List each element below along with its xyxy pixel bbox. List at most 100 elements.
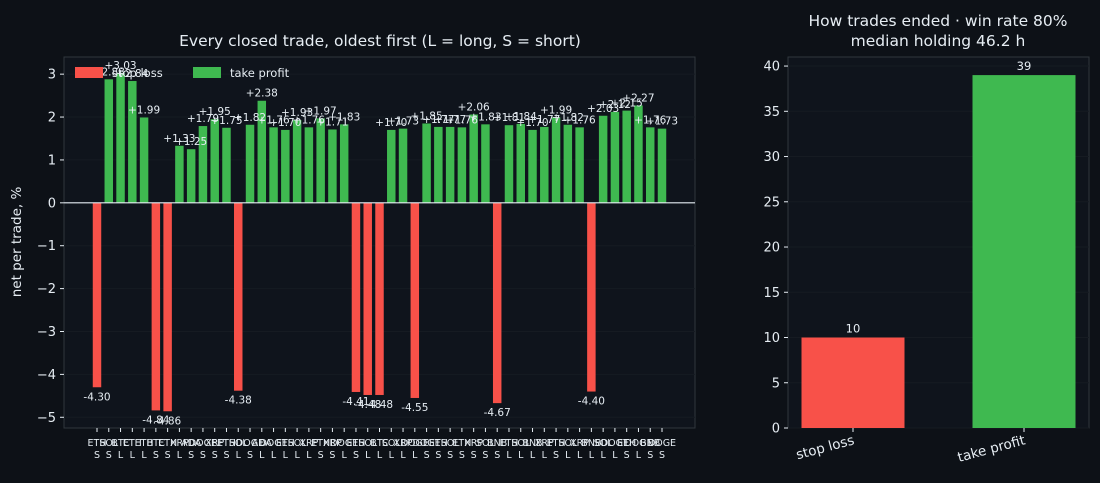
trades-y-tick-label: −1 [37, 239, 56, 254]
outcome-count-label: 39 [1017, 59, 1032, 73]
legend-label: take profit [230, 66, 290, 80]
trade-value-label: +2.06 [458, 101, 490, 113]
trade-side-label: L [130, 450, 136, 461]
trades-y-tick-label: −3 [37, 325, 56, 340]
trade-bar [634, 105, 643, 203]
trade-side-label: L [259, 450, 265, 461]
trade-symbol-label: ETH [547, 438, 566, 449]
trade-symbol-label: DOGE [259, 438, 287, 449]
trade-symbol-label: SOL [441, 438, 461, 449]
trade-bar [610, 111, 620, 203]
trade-value-label: +2.12 [599, 99, 631, 111]
trades-y-ticks: −5 −4 −3 −2 −1 0 1 2 3 [37, 68, 64, 426]
legend-label: stop loss [112, 66, 163, 80]
trade-symbol-label: BNB [522, 438, 542, 449]
trade-symbol-label: ETH [311, 438, 330, 449]
trade-value-label: +1.73 [387, 116, 419, 128]
trade-side-label: L [577, 450, 583, 461]
trade-bar [151, 202, 161, 411]
trades-data-labels: -4.30+2.88+3.03+2.84+1.99-4.84-4.86+1.33… [83, 60, 678, 427]
trades-chart: -4.30+2.88+3.03+2.84+1.99-4.84-4.86+1.33… [9, 32, 696, 461]
trade-side-label: L [506, 450, 512, 461]
trade-side-label: L [589, 450, 595, 461]
trade-value-label: -4.30 [83, 391, 110, 403]
trade-value-label: +1.97 [305, 105, 337, 117]
trade-value-label: +1.76 [446, 114, 478, 126]
trade-side-label: S [329, 450, 335, 461]
trade-side-label: L [141, 450, 147, 461]
outcome-data-labels: 10 39 [846, 59, 1032, 335]
trade-value-label: -4.48 [366, 399, 393, 411]
trade-value-label: -4.84 [142, 414, 169, 426]
trade-side-label: S [153, 450, 159, 461]
trade-bar [563, 124, 573, 203]
trade-value-label: +1.76 [564, 114, 596, 126]
trade-value-label: -4.48 [354, 399, 381, 411]
trade-side-label: L [530, 450, 536, 461]
trade-side-label: S [94, 450, 100, 461]
trade-symbol-label: SOL [288, 438, 308, 449]
trades-chart-title: Every closed trade, oldest first (L = lo… [179, 32, 581, 50]
trade-value-label: +1.77 [528, 114, 560, 126]
legend-swatch [75, 67, 103, 78]
trade-symbol-label: SOL [558, 438, 578, 449]
trade-bar [363, 202, 372, 395]
trade-value-label: +1.76 [293, 114, 325, 126]
trade-bar [257, 100, 267, 203]
outcome-chart-title: How trades ended · win rate 80% [808, 12, 1067, 30]
outcome-y-tick-label: 10 [763, 331, 780, 346]
trade-symbol-label: DOGE [412, 438, 440, 449]
trade-side-label: L [271, 450, 277, 461]
outcome-y-tick-label: 15 [763, 286, 780, 301]
trade-bar [575, 127, 584, 203]
outcome-bar [801, 337, 905, 428]
trade-symbol-label: XRP [394, 438, 413, 449]
trade-bar [410, 202, 420, 398]
trade-bar [492, 202, 502, 404]
trade-side-label: S [553, 450, 559, 461]
trade-bar [198, 126, 208, 203]
trade-symbol-label: XRP [170, 438, 189, 449]
trade-symbol-label: BNB [487, 438, 507, 449]
trade-value-label: +1.95 [199, 106, 231, 118]
trade-value-label: +1.71 [316, 116, 348, 128]
trade-value-label: +1.82 [234, 112, 266, 124]
trade-symbol-label: BNB [640, 438, 660, 449]
trade-symbol-label: ETH [500, 438, 519, 449]
trade-side-label: L [389, 450, 395, 461]
trade-symbol-label: DOGE [236, 438, 264, 449]
trade-bar [645, 127, 655, 203]
trade-value-label: -4.41 [342, 396, 369, 408]
trade-bar [292, 120, 302, 203]
trade-side-label: S [482, 450, 488, 461]
trade-value-label: -4.55 [401, 402, 428, 414]
trade-symbol-label: XRP [570, 438, 589, 449]
trade-bar [269, 127, 278, 203]
trade-symbol-label: SOL [594, 438, 614, 449]
trade-value-label: +1.81 [493, 112, 525, 124]
trade-symbol-label: DOGE [624, 438, 652, 449]
outcome-bars [801, 75, 1076, 428]
trade-symbol-label: ETH [217, 438, 236, 449]
trade-side-label: L [377, 450, 383, 461]
trade-symbol-label: SOL [229, 438, 249, 449]
trades-y-tick-label: −2 [37, 282, 56, 297]
trade-side-label: S [188, 450, 194, 461]
trade-side-label: S [318, 450, 324, 461]
trade-value-label: +1.77 [434, 114, 466, 126]
trade-symbol-label: SOL [476, 438, 496, 449]
trade-symbol-label: ETH [452, 438, 471, 449]
trade-value-label: +1.83 [469, 111, 501, 123]
trade-value-label: +2.38 [246, 88, 278, 100]
trade-value-label: +1.73 [646, 116, 678, 128]
outcome-y-tick-label: 40 [763, 60, 780, 75]
trade-bar [281, 129, 290, 203]
trade-symbol-label: XRP [299, 438, 318, 449]
trade-side-label: L [542, 450, 548, 461]
trade-bar [422, 123, 431, 203]
trade-symbol-label: SOL [382, 438, 402, 449]
trade-side-label: S [353, 450, 359, 461]
trade-value-label: +1.83 [328, 111, 360, 123]
trade-side-label: L [177, 450, 183, 461]
